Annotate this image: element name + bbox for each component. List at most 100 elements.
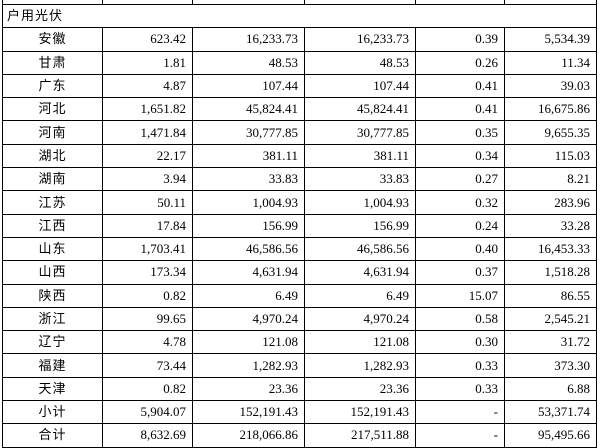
cell-c4: 0.30	[415, 330, 505, 355]
cell-c1: 1,703.41	[102, 236, 193, 262]
cell-c1: 0.82	[102, 376, 193, 402]
region-name: 湖南	[2, 167, 103, 192]
cell-c1: 173.34	[102, 260, 193, 285]
table-row: 湖南 3.94 33.83 33.83 0.27 8.21	[2, 167, 597, 192]
cell-c2: 156.99	[192, 213, 305, 238]
cell-c1: 1,471.84	[102, 120, 193, 145]
cell-c2: 4,970.24	[192, 306, 305, 332]
table-row: 合计 8,632.69 218,066.86 217,511.88-95,495.66	[2, 423, 597, 448]
cell-c2: 107.44	[192, 73, 305, 99]
cell-c2: 23.36	[192, 376, 305, 402]
region-name: 河南	[2, 120, 103, 145]
cell-c1: 1,651.82	[102, 97, 193, 122]
cell-c3: 33.83	[304, 167, 416, 192]
cell-c3: 1,282.93	[304, 353, 416, 378]
cell-c4: -	[415, 400, 505, 425]
cell-c3: 1,004.93	[304, 190, 416, 215]
region-name: 江西	[2, 213, 103, 238]
table-row: 陕西 0.82 6.49 6.49 15.07 86.55	[2, 283, 597, 308]
cell-c4: 0.35	[415, 120, 505, 145]
section-title: 户用光伏	[2, 3, 597, 29]
cell-c3: 6.49	[304, 283, 416, 308]
region-name: 安徽	[2, 27, 103, 52]
region-name: 陕西	[2, 283, 103, 308]
cell-c1: 99.65	[102, 306, 193, 332]
cell-c5: 6.88	[504, 376, 597, 402]
cell-c2: 33.83	[192, 167, 305, 192]
cell-c4: 0.39	[415, 27, 505, 52]
cell-c4: 0.26	[415, 50, 505, 75]
cell-c5: 39.03	[504, 73, 597, 99]
region-name: 山东	[2, 236, 103, 262]
cell-c3: 156.99	[304, 213, 416, 238]
cell-c2: 45,824.41	[192, 97, 305, 122]
cell-c3: 4,970.24	[304, 306, 416, 332]
cell-c2: 16,233.73	[192, 27, 305, 52]
cell-c4: 0.41	[415, 73, 505, 99]
cell-c5: 16,453.33	[504, 236, 597, 262]
table-row: 小计 5,904.07 152,191.43 152,191.43-53,371.74	[2, 400, 597, 425]
cell-c1: 3.94	[102, 167, 193, 192]
cell-c3: 107.44	[304, 73, 416, 99]
cell-c2: 121.08	[192, 330, 305, 355]
cell-c4: 0.37	[415, 260, 505, 285]
cell-c4: 0.41	[415, 97, 505, 122]
region-name: 福建	[2, 353, 103, 378]
table-row: 天津 0.82 23.36 23.36 0.33 6.88	[2, 376, 597, 402]
cell-c2: 152,191.43	[192, 400, 305, 425]
cell-c1: 4.87	[102, 73, 193, 99]
cell-c1: 1.81	[102, 50, 193, 75]
cell-c3: 46,586.56	[304, 236, 416, 262]
cell-c5: 31.72	[504, 330, 597, 355]
cell-c3: 217,511.88	[304, 423, 416, 448]
region-name: 天津	[2, 376, 103, 402]
table-row: 河北 1,651.82 45,824.41 45,824.41 0.41 16,675.8…	[2, 97, 597, 122]
cell-c3: 30,777.85	[304, 120, 416, 145]
table-row: 福建 73.44 1,282.93 1,282.93 0.33 373.30	[2, 353, 597, 378]
cell-c5: 2,545.21	[504, 306, 597, 332]
cell-c2: 46,586.56	[192, 236, 305, 262]
cell-c3: 45,824.41	[304, 97, 416, 122]
cell-c1: 5,904.07	[102, 400, 193, 425]
region-name: 江苏	[2, 190, 103, 215]
region-name: 浙江	[2, 306, 103, 332]
cell-c2: 218,066.86	[192, 423, 305, 448]
cell-c5: 16,675.86	[504, 97, 597, 122]
cell-c5: 9,655.35	[504, 120, 597, 145]
cell-c5: 8.21	[504, 167, 597, 192]
cell-c3: 121.08	[304, 330, 416, 355]
table-row: 湖北 22.17 381.11 381.11 0.34 115.03	[2, 143, 597, 169]
region-name: 广东	[2, 73, 103, 99]
cell-c3: 23.36	[304, 376, 416, 402]
cell-c4: 0.33	[415, 376, 505, 402]
cell-c5: 1,518.28	[504, 260, 597, 285]
cell-c4: 0.32	[415, 190, 505, 215]
cell-c3: 16,233.73	[304, 27, 416, 52]
region-name: 河北	[2, 97, 103, 122]
cell-c1: 8,632.69	[102, 423, 193, 448]
cell-c4: -	[415, 423, 505, 448]
table-row: 辽宁 4.78 121.08 121.08 0.30 31.72	[2, 330, 597, 355]
table-row: 山东 1,703.41 46,586.56 46,586.56 0.40 16,453.3…	[2, 236, 597, 262]
cell-c5: 95,495.66	[504, 423, 597, 448]
cell-c5: 283.96	[504, 190, 597, 215]
cell-c5: 86.55	[504, 283, 597, 308]
cell-c5: 5,534.39	[504, 27, 597, 52]
region-name: 甘肃	[2, 50, 103, 75]
cell-c1: 17.84	[102, 213, 193, 238]
cell-c4: 15.07	[415, 283, 505, 308]
table-row: 山西 173.34 4,631.94 4,631.94 0.37 1,518.28	[2, 260, 597, 285]
cell-c4: 0.27	[415, 167, 505, 192]
cell-c5: 53,371.74	[504, 400, 597, 425]
cell-c2: 48.53	[192, 50, 305, 75]
table-row: 江苏 50.11 1,004.93 1,004.93 0.32 283.96	[2, 190, 597, 215]
cell-c4: 0.40	[415, 236, 505, 262]
region-name: 合计	[2, 423, 103, 448]
cell-c2: 6.49	[192, 283, 305, 308]
cell-c2: 1,282.93	[192, 353, 305, 378]
cell-c5: 11.34	[504, 50, 597, 75]
cell-c2: 1,004.93	[192, 190, 305, 215]
cell-c3: 48.53	[304, 50, 416, 75]
cell-c2: 4,631.94	[192, 260, 305, 285]
